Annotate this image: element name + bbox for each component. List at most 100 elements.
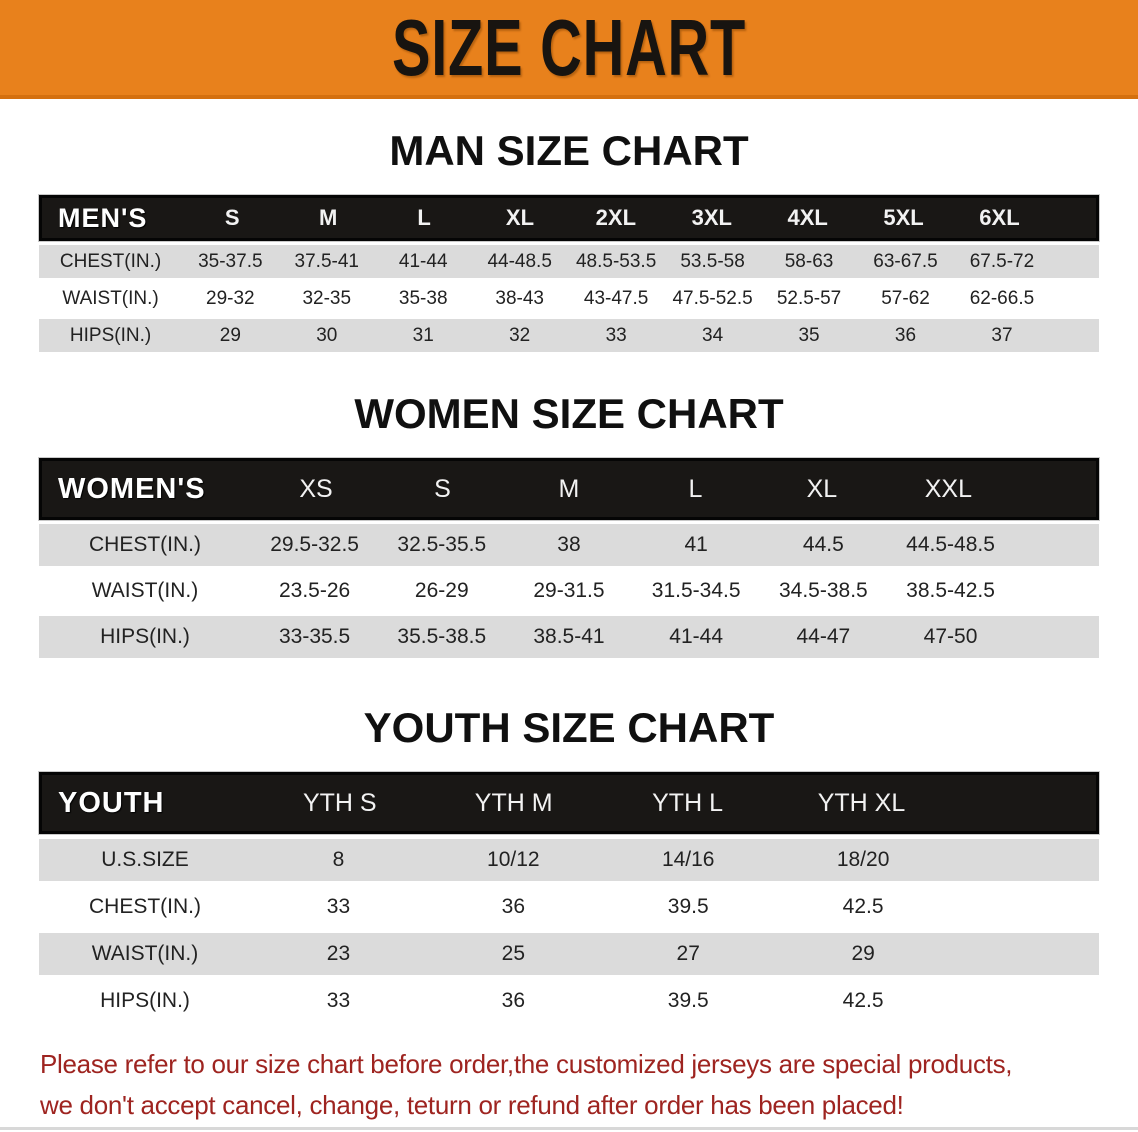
- cell: 32.5-35.5: [397, 533, 487, 556]
- women-size-col-m: M: [558, 474, 580, 503]
- men-size-col-4xl: 4XL: [787, 205, 828, 230]
- cell: 26-29: [414, 579, 469, 602]
- men-header-label: MEN'S: [58, 202, 148, 233]
- cell: 44-47: [796, 625, 851, 648]
- cell: 42.5: [842, 989, 884, 1012]
- youth-header-band: YOUTH YTH S YTH M YTH L YTH XL: [39, 772, 1099, 834]
- youth-size-col-l: YTH L: [652, 788, 723, 817]
- women-hips-row: HIPS(IN.) 33-35.5 35.5-38.5 38.5-41 41-4…: [39, 616, 1099, 658]
- men-size-col-m: M: [318, 205, 338, 230]
- cell: 10/12: [487, 848, 540, 871]
- cell: 23: [326, 942, 351, 965]
- row-label: CHEST(IN.): [89, 895, 201, 918]
- cell: 35-38: [398, 287, 448, 309]
- cell: 48.5-53.5: [575, 250, 657, 272]
- row-label: HIPS(IN.): [69, 324, 152, 346]
- youth-ussize-row: U.S.SIZE 8 10/12 14/16 18/20: [39, 839, 1099, 881]
- cell: 47.5-52.5: [672, 287, 753, 309]
- cell: 34.5-38.5: [778, 579, 868, 602]
- cell: 33: [605, 324, 627, 346]
- cell: 34: [702, 324, 724, 346]
- women-header-label: WOMEN'S: [58, 472, 206, 505]
- cell: 38.5-41: [533, 625, 605, 648]
- women-chest-row: CHEST(IN.) 29.5-32.5 32.5-35.5 38 41 44.…: [39, 524, 1099, 566]
- cell: 29-32: [206, 287, 255, 309]
- cell: 30: [316, 324, 338, 346]
- row-label: HIPS(IN.): [100, 625, 190, 648]
- men-header-band: MEN'S S M L XL 2XL 3XL 4XL 5XL 6XL: [39, 195, 1099, 241]
- cell: 25: [501, 942, 526, 965]
- cell: 41-44: [669, 625, 724, 648]
- youth-size-table: YOUTH YTH S YTH M YTH L YTH XL U.S.SIZE …: [39, 772, 1099, 1022]
- cell: 47-50: [923, 625, 978, 648]
- women-section-heading: WOMEN SIZE CHART: [354, 390, 784, 437]
- women-size-col-s: S: [434, 474, 451, 503]
- cell: 29.5-32.5: [270, 533, 359, 556]
- cell: 32-35: [302, 287, 352, 309]
- men-chest-row: CHEST(IN.) 35-37.5 37.5-41 41-44 44-48.5…: [39, 245, 1099, 278]
- cell: 36: [501, 989, 526, 1012]
- size-chart-banner: SIZE CHART: [0, 0, 1138, 99]
- cell: 39.5: [667, 989, 709, 1012]
- men-hips-row: HIPS(IN.) 29 30 31 32 33 34 35 36 37: [39, 319, 1099, 352]
- men-size-col-5xl: 5XL: [883, 205, 924, 230]
- women-size-col-l: L: [688, 474, 703, 503]
- row-label: CHEST(IN.): [89, 533, 201, 556]
- cell: 41-44: [398, 250, 448, 272]
- row-label: WAIST(IN.): [62, 287, 159, 309]
- women-size-col-xxl: XXL: [924, 474, 972, 503]
- men-size-table: MEN'S S M L XL 2XL 3XL 4XL 5XL 6XL CHEST…: [39, 195, 1099, 352]
- cell: 44-48.5: [487, 250, 552, 272]
- bottom-divider: [0, 1127, 1138, 1130]
- cell: 37.5-41: [294, 250, 359, 272]
- cell: 53.5-58: [680, 250, 745, 272]
- row-label: WAIST(IN.): [91, 942, 199, 965]
- men-size-col-3xl: 3XL: [691, 205, 732, 230]
- cell: 52.5-57: [776, 287, 842, 309]
- youth-waist-row: WAIST(IN.) 23 25 27 29: [39, 933, 1099, 975]
- disclaimer-line-2: we don't accept cancel, change, teturn o…: [40, 1090, 904, 1120]
- men-size-col-xl: XL: [505, 205, 535, 230]
- cell: 23.5-26: [278, 579, 351, 602]
- men-size-col-s: S: [224, 205, 240, 230]
- cell: 58-63: [784, 250, 834, 272]
- cell: 57-62: [881, 287, 930, 309]
- cell: 41: [684, 533, 708, 556]
- cell: 38: [557, 533, 581, 556]
- order-disclaimer: Please refer to our size chart before or…: [40, 1044, 1110, 1126]
- cell: 44.5: [802, 533, 844, 556]
- row-label: WAIST(IN.): [91, 579, 199, 602]
- cell: 29: [851, 942, 875, 965]
- cell: 29: [219, 324, 241, 346]
- row-label: CHEST(IN.): [59, 250, 162, 272]
- men-size-col-6xl: 6XL: [979, 205, 1020, 230]
- cell: 35: [798, 324, 820, 346]
- cell: 33: [326, 989, 351, 1012]
- cell: 38-43: [495, 287, 544, 309]
- men-size-col-l: L: [417, 205, 431, 230]
- cell: 14/16: [661, 848, 715, 871]
- banner-title: SIZE CHART: [391, 2, 747, 93]
- men-size-col-2xl: 2XL: [595, 205, 637, 230]
- cell: 8: [332, 848, 345, 871]
- row-label: HIPS(IN.): [100, 989, 190, 1012]
- cell: 43-47.5: [583, 287, 649, 309]
- cell: 33-35.5: [278, 625, 351, 648]
- youth-size-col-xl: YTH XL: [817, 788, 906, 817]
- men-section-heading: MAN SIZE CHART: [389, 127, 749, 174]
- women-size-col-xs: XS: [299, 474, 333, 503]
- women-size-col-xl: XL: [806, 474, 838, 503]
- cell: 44.5-48.5: [906, 533, 995, 556]
- cell: 62-66.5: [969, 287, 1035, 309]
- youth-size-col-m: YTH M: [474, 788, 553, 817]
- youth-section-heading: YOUTH SIZE CHART: [363, 704, 775, 751]
- cell: 36: [894, 324, 917, 346]
- women-header-band: WOMEN'S XS S M L XL XXL: [39, 458, 1099, 520]
- cell: 31: [412, 324, 434, 346]
- cell: 38.5-42.5: [906, 579, 995, 602]
- cell: 42.5: [842, 895, 884, 918]
- youth-chest-row: CHEST(IN.) 33 36 39.5 42.5: [39, 886, 1099, 928]
- women-waist-row: WAIST(IN.) 23.5-26 26-29 29-31.5 31.5-34…: [39, 570, 1099, 612]
- cell: 31.5-34.5: [651, 579, 741, 602]
- row-label: U.S.SIZE: [101, 848, 189, 871]
